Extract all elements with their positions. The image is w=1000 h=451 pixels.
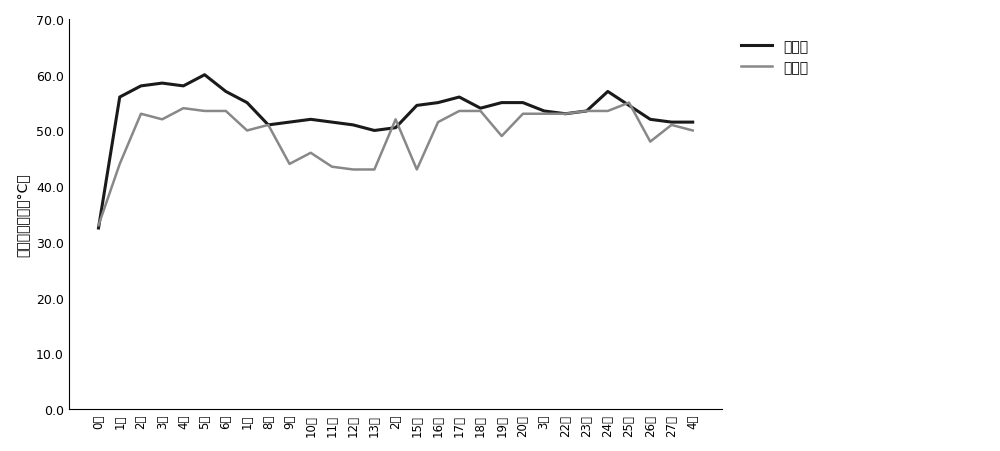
实验组 [368, 129, 380, 134]
对照组 [241, 129, 253, 134]
对照组 [644, 140, 656, 145]
对照组 [581, 109, 593, 115]
对照组 [326, 165, 338, 170]
对照组 [284, 162, 296, 167]
实验组 [623, 103, 635, 109]
对照组 [474, 109, 486, 115]
实验组 [93, 226, 105, 231]
对照组 [114, 162, 126, 167]
对照组 [262, 123, 274, 129]
对照组 [368, 167, 380, 173]
对照组 [687, 129, 699, 134]
对照组 [390, 117, 402, 123]
实验组 [390, 126, 402, 131]
对照组 [538, 112, 550, 117]
Line: 实验组: 实验组 [99, 76, 693, 229]
实验组 [284, 120, 296, 125]
实验组 [474, 106, 486, 112]
实验组 [156, 81, 168, 87]
实验组 [602, 90, 614, 95]
实验组 [538, 109, 550, 115]
实验组 [453, 95, 465, 101]
对照组 [156, 117, 168, 123]
对照组 [135, 112, 147, 117]
实验组 [559, 112, 571, 117]
实验组 [135, 84, 147, 89]
实验组 [262, 123, 274, 129]
对照组 [623, 101, 635, 106]
对照组 [517, 112, 529, 117]
对照组 [602, 109, 614, 115]
对照组 [559, 112, 571, 117]
实验组 [114, 95, 126, 101]
实验组 [305, 117, 317, 123]
实验组 [665, 120, 677, 125]
实验组 [581, 109, 593, 115]
对照组 [93, 223, 105, 228]
对照组 [220, 109, 232, 115]
实验组 [220, 90, 232, 95]
对照组 [411, 167, 423, 173]
对照组 [177, 106, 189, 112]
对照组 [305, 151, 317, 156]
对照组 [199, 109, 211, 115]
实验组 [199, 73, 211, 78]
对照组 [496, 134, 508, 139]
对照组 [432, 120, 444, 125]
实验组 [496, 101, 508, 106]
对照组 [453, 109, 465, 115]
Line: 对照组: 对照组 [99, 103, 693, 226]
实验组 [517, 101, 529, 106]
Y-axis label: 堆肥平均温度（°C）: 堆肥平均温度（°C） [15, 173, 29, 256]
实验组 [241, 101, 253, 106]
对照组 [665, 123, 677, 129]
实验组 [326, 120, 338, 125]
实验组 [177, 84, 189, 89]
对照组 [347, 167, 359, 173]
实验组 [411, 103, 423, 109]
实验组 [644, 117, 656, 123]
实验组 [347, 123, 359, 129]
Legend: 实验组, 对照组: 实验组, 对照组 [736, 35, 814, 81]
实验组 [687, 120, 699, 125]
实验组 [432, 101, 444, 106]
